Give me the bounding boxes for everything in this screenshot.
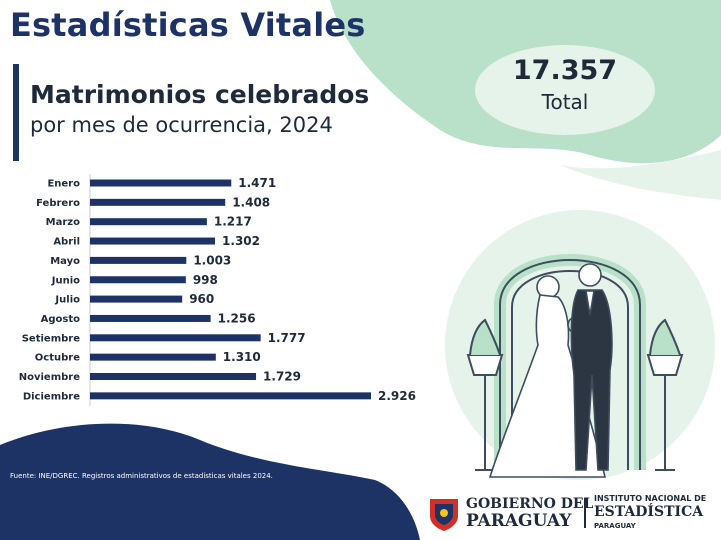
bar [90,276,186,284]
plant-stand-left [466,318,504,471]
bar-chart: Enero 1.471 Febrero 1.408 Marzo 1.217 Abril 1.3… [19,174,416,406]
category-label: Diciembre [23,391,80,402]
bar [90,392,371,400]
gobierno-line-1: GOBIERNO DEL [466,496,594,512]
category-label: Enero [47,179,80,190]
category-label: Marzo [46,217,80,228]
mint-blob-right-back [560,150,721,200]
data-label: 1.777 [268,331,306,345]
wedding-illustration [466,254,684,478]
category-label: Julio [54,295,80,306]
chart-subtitle-bold: Matrimonios celebrados [30,80,370,109]
bar [90,198,226,206]
data-label: 1.003 [193,253,231,267]
bar [90,353,216,361]
total-badge [475,45,655,135]
data-label: 1.217 [214,215,252,229]
gobierno-line-2: PARAGUAY [466,511,572,531]
data-label: 998 [193,273,218,287]
category-label: Febrero [36,198,80,209]
bar [90,218,207,226]
navy-wave-bottom [0,423,420,540]
total-label: Total [541,90,589,114]
bar [90,373,257,380]
category-label: Junio [51,275,80,286]
category-label: Octubre [35,353,80,364]
data-label: 1.408 [232,195,270,209]
bar [90,179,232,187]
data-label: 1.729 [263,370,301,384]
bar [90,256,187,264]
category-label: Agosto [41,314,81,325]
category-label: Abril [53,237,80,248]
data-label: 1.256 [218,311,256,325]
category-label: Setiembre [22,333,80,344]
page-title: Estadísticas Vitales [10,6,366,44]
floral-arch [494,254,646,470]
bar [90,295,183,303]
data-label: 1.471 [238,176,276,190]
bar [90,334,261,342]
data-label: 1.310 [223,350,261,364]
groom [570,263,613,471]
plant-stand-right [646,318,684,471]
accent-bar [13,64,19,161]
ine-line-1: INSTITUTO NACIONAL DE [594,494,707,503]
source-note: Fuente: INE/DGREC. Registros administrat… [10,472,273,480]
data-label: 2.926 [378,389,416,403]
shield-icon [430,499,458,531]
data-label: 960 [189,292,214,306]
ine-line-3: PARAGUAY [594,522,636,530]
ine-line-2: ESTADÍSTICA [594,504,704,520]
category-label: Mayo [50,256,80,267]
data-label: 1.302 [222,234,260,248]
bar [90,314,211,322]
bar [90,237,216,245]
logos: GOBIERNO DEL PARAGUAY INSTITUTO NACIONAL… [424,492,721,536]
total-value: 17.357 [512,55,618,86]
category-label: Noviembre [19,372,80,383]
chart-subtitle-regular: por mes de ocurrencia, 2024 [30,113,333,137]
logo-divider [584,498,586,528]
